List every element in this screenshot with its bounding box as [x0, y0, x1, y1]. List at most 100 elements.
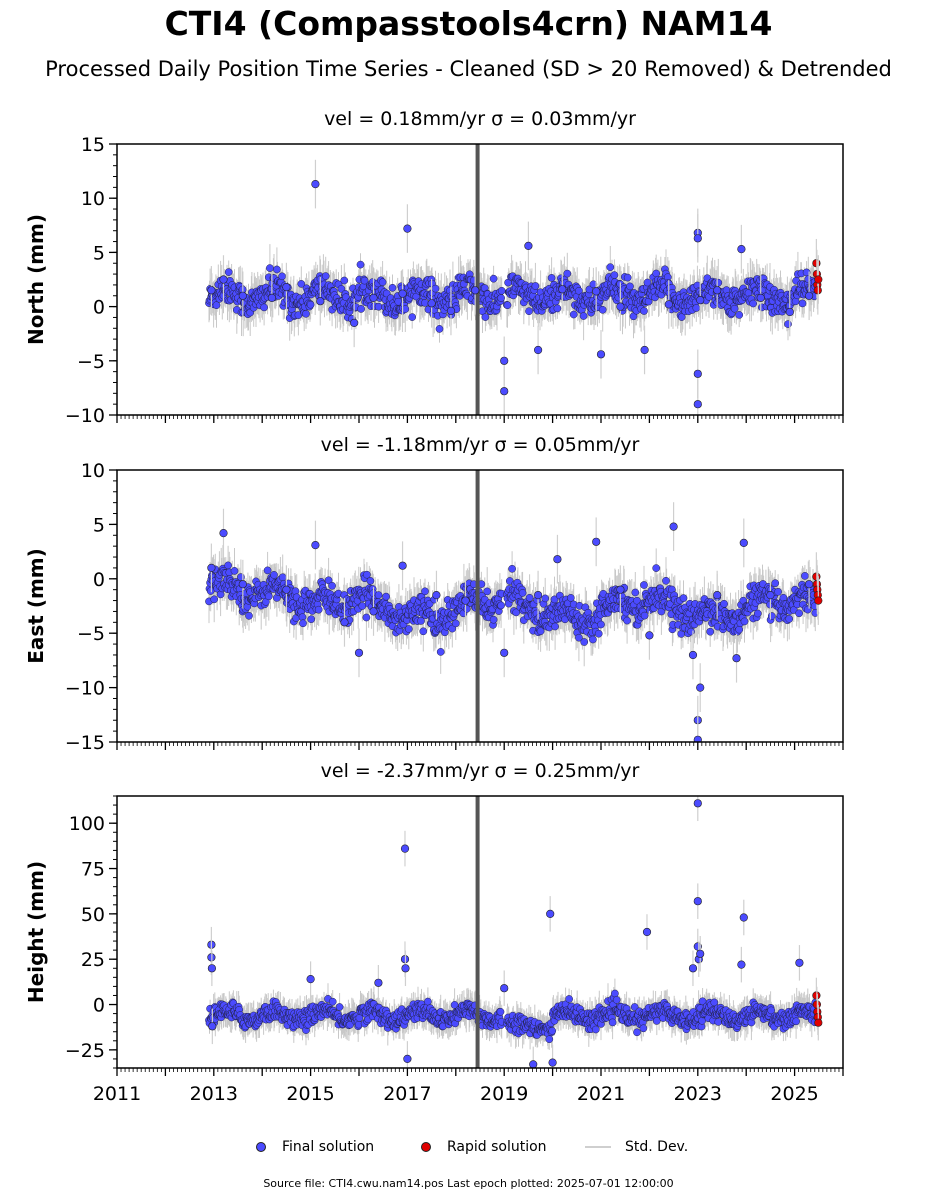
legend-item-final: Final solution: [256, 1137, 374, 1157]
final-solution-point: [795, 958, 804, 967]
chart-canvas: −10 −5 0 5 10 15 vel = 0.18mm/yr σ = 0.03mm/yr…: [24, 108, 844, 1105]
final-solution-point: [219, 528, 228, 538]
final-solution-point: [369, 607, 378, 616]
final-solution-point: [616, 302, 625, 311]
panel-title: vel = -1.18mm/yr σ = 0.05mm/yr: [321, 434, 640, 456]
page-title: CTI4 (Compasstools4crn) NAM14: [164, 4, 773, 43]
y-tick-label: 0: [93, 569, 105, 591]
rapid-solution-point: [814, 275, 823, 284]
final-solution-point: [596, 350, 606, 359]
final-solution-point: [739, 913, 748, 922]
final-solution-point: [548, 1058, 557, 1067]
final-solution-point: [207, 964, 216, 973]
panel-1: −10 −5 0 5 10 15 vel = 0.18mm/yr σ = 0.03mm/yr…: [24, 108, 844, 427]
final-solution-point: [208, 1022, 217, 1031]
stddev-line-icon: [585, 1146, 611, 1148]
legend-item-stddev: Std. Dev.: [585, 1137, 688, 1157]
y-tick-label: 15: [81, 134, 105, 156]
final-solution-point: [529, 1060, 538, 1068]
legend-label-stddev: Std. Dev.: [625, 1139, 689, 1155]
y-tick-label: 0: [93, 297, 105, 319]
rapid-solution-marker-icon: [421, 1142, 431, 1152]
final-solution-point: [645, 631, 654, 640]
series-final: [207, 502, 814, 742]
daily-series-cloud: [205, 545, 820, 674]
final-solution-point: [766, 590, 775, 600]
y-tick-label: −5: [77, 623, 105, 645]
final-solution-point: [592, 287, 601, 296]
final-solution-point: [446, 306, 456, 316]
series-final: [207, 796, 804, 1068]
final-solution-marker-icon: [256, 1142, 266, 1152]
plot-area: [205, 796, 823, 1068]
y-axis-label: North (mm): [24, 214, 48, 345]
final-solution-point: [737, 960, 746, 969]
y-tick-label: 75: [81, 859, 105, 881]
final-solution-point: [219, 275, 228, 284]
series-rapid: [812, 977, 823, 1041]
series-rapid: [812, 552, 823, 625]
final-solution-point: [461, 596, 470, 605]
final-solution-point: [669, 522, 678, 531]
final-solution-point: [400, 844, 410, 853]
final-solution-point: [616, 585, 625, 594]
final-solution-point: [354, 648, 364, 657]
final-solution-point: [238, 580, 247, 589]
y-tick-label: 5: [93, 514, 105, 536]
final-solution-point: [696, 296, 705, 305]
final-solution-point: [403, 1054, 412, 1063]
legend: Final solution Rapid solution Std. Dev.: [0, 1137, 937, 1159]
final-solution-point: [688, 650, 698, 660]
final-solution-point: [369, 293, 378, 303]
final-solution-point: [398, 289, 407, 298]
x-tick-label: 2021: [577, 1083, 625, 1105]
y-tick-label: 10: [81, 188, 105, 210]
final-solution-point: [207, 286, 216, 295]
final-solution-point: [398, 561, 407, 570]
final-solution-point: [340, 618, 349, 627]
y-tick-label: −10: [65, 678, 105, 700]
final-solution-point: [756, 293, 765, 303]
y-tick-label: −5: [77, 351, 105, 373]
x-tick-label: 2017: [383, 1083, 431, 1105]
final-points-cloud: [205, 561, 820, 656]
legend-item-rapid: Rapid solution: [421, 1137, 547, 1157]
final-solution-point: [592, 537, 601, 546]
final-solution-point: [737, 245, 746, 254]
daily-series-cloud: [205, 244, 820, 343]
final-solution-point: [524, 241, 533, 250]
final-solution-point: [642, 927, 652, 937]
final-solution-point: [804, 580, 814, 589]
final-solution-point: [500, 387, 509, 396]
daily-series-cloud: [205, 978, 820, 1050]
final-solution-point: [696, 683, 705, 692]
final-solution-point: [471, 286, 480, 295]
final-solution-point: [500, 356, 509, 365]
final-solution-point: [693, 400, 702, 409]
final-solution-point: [282, 283, 291, 292]
panel-2: −15 −10 −5 0 5 10 vel = -1.18mm/yr σ = 0.05mm/…: [24, 434, 844, 754]
final-solution-point: [500, 984, 509, 993]
final-solution-point: [427, 299, 436, 308]
series-rapid: [812, 238, 823, 315]
final-solution-point: [546, 909, 555, 919]
final-solution-point: [238, 291, 247, 300]
final-solution-point: [640, 345, 649, 355]
y-tick-label: −10: [65, 405, 105, 427]
page-subtitle: Processed Daily Position Time Series - C…: [45, 57, 892, 81]
final-solution-point: [693, 799, 702, 808]
final-solution-point: [311, 180, 320, 189]
x-tick-label: 2019: [480, 1083, 528, 1105]
final-solution-point: [403, 224, 412, 233]
final-solution-point: [713, 286, 722, 295]
series-final: [207, 159, 814, 415]
rapid-solution-point: [814, 596, 823, 605]
final-solution-point: [688, 964, 698, 973]
legend-label-rapid: Rapid solution: [447, 1139, 547, 1155]
panel-title: vel = 0.18mm/yr σ = 0.03mm/yr: [324, 108, 636, 130]
final-solution-point: [553, 555, 562, 564]
final-solution-point: [282, 585, 291, 594]
final-solution-point: [533, 345, 543, 355]
y-tick-label: 5: [93, 242, 105, 264]
